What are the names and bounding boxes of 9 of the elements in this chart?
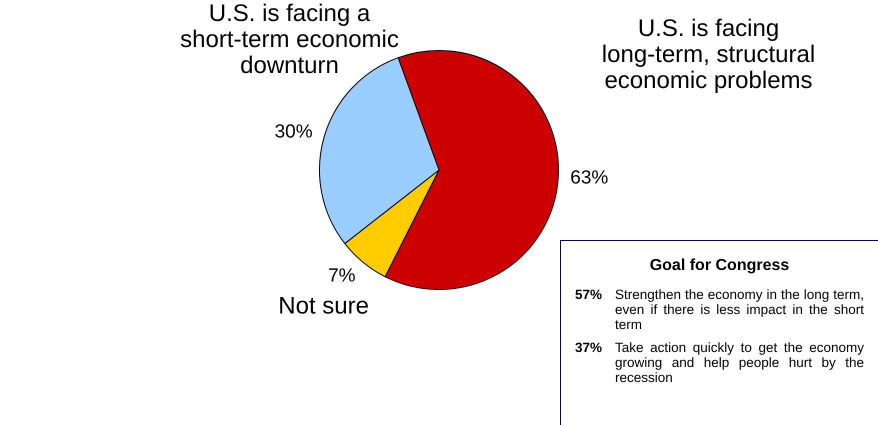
- text: 57% Strengthen the economy in the long term, even if there is less impact in the short term: [575, 287, 864, 332]
- slice-label: U.S. is facing long-term, structural economic problems: [602, 15, 816, 94]
- slice-label: Not sure: [278, 292, 369, 320]
- text: 37% Take action quickly to get the economy growing and help people hurt by the recession: [575, 340, 864, 385]
- data-label: 30%: [274, 121, 313, 142]
- slice-label: U.S. is facing a short-term economic downturn: [180, 0, 399, 80]
- data-label: 63%: [570, 167, 608, 188]
- data-label: 7%: [328, 265, 356, 286]
- text: Goal for Congress: [648, 257, 790, 275]
